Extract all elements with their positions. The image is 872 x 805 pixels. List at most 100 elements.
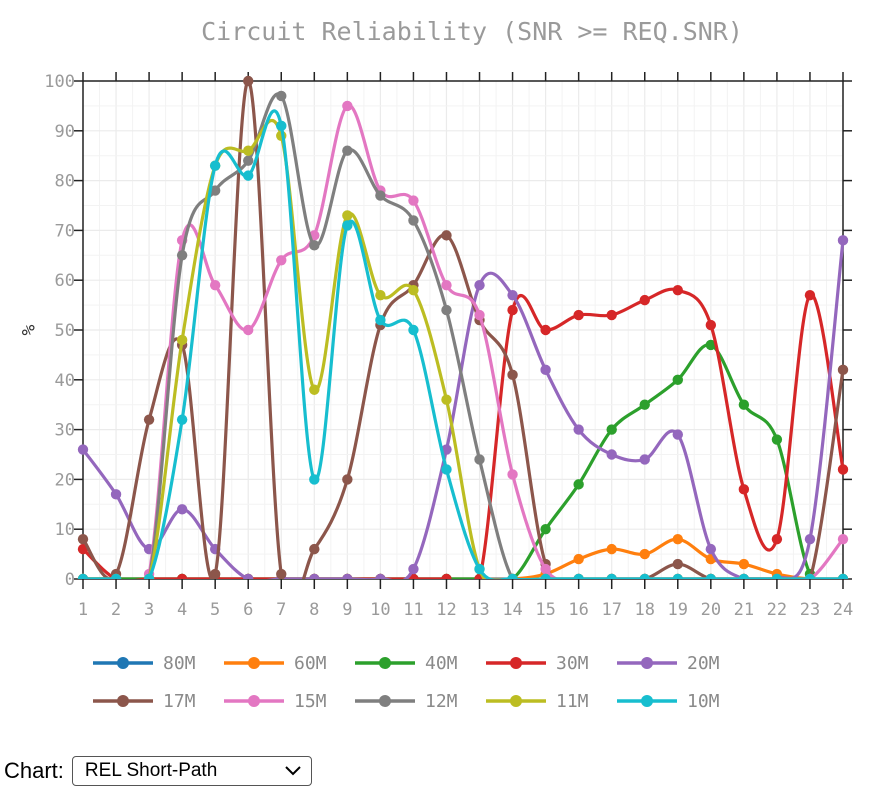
legend-marker <box>379 657 391 669</box>
data-point-40M <box>672 374 683 385</box>
legend-marker <box>248 695 260 707</box>
data-point-10M <box>804 573 816 579</box>
y-tick-label: 80 <box>55 172 75 192</box>
data-point-30M <box>606 309 617 321</box>
data-point-10M <box>705 573 717 579</box>
data-point-10M <box>639 573 650 579</box>
data-point-30M <box>672 284 683 296</box>
data-point-10M <box>507 573 518 579</box>
x-tick-label: 23 <box>800 600 820 620</box>
data-point-15M <box>209 279 221 291</box>
x-tick-label: 19 <box>668 600 688 620</box>
x-tick-label: 5 <box>210 600 220 620</box>
legend-item-12M[interactable]: 12M <box>355 691 458 712</box>
y-tick-label: 40 <box>55 371 75 391</box>
legend-item-20M[interactable]: 20M <box>617 653 720 674</box>
y-tick-label: 100 <box>44 72 75 92</box>
data-point-60M <box>573 553 584 565</box>
data-point-17M <box>672 558 683 570</box>
data-point-20M <box>342 573 353 579</box>
grid <box>82 80 844 580</box>
data-point-30M <box>738 484 750 495</box>
data-point-20M <box>573 424 584 435</box>
legend-label: 17M <box>163 691 196 712</box>
x-tick-label: 13 <box>469 600 489 620</box>
data-point-17M <box>507 369 518 381</box>
data-point-30M <box>837 464 849 475</box>
y-tick-label: 0 <box>65 570 75 590</box>
legend-marker <box>117 695 129 707</box>
data-point-40M <box>771 434 783 445</box>
data-point-10M <box>408 324 419 336</box>
data-point-10M <box>276 120 287 132</box>
data-point-20M <box>408 563 419 575</box>
legend-item-11M[interactable]: 11M <box>486 691 589 712</box>
data-point-12M <box>474 454 485 465</box>
data-point-40M <box>705 339 717 351</box>
data-point-40M <box>540 524 551 535</box>
ticks: 1 2 3 4 5 6 7 8 9 10 11 12 13 14 15 16 17 18 19 20 21 22 23 240… <box>44 72 853 620</box>
data-point-40M <box>573 479 584 490</box>
y-tick-label: 30 <box>55 421 75 441</box>
x-tick-label: 12 <box>436 600 456 620</box>
legend-marker <box>510 695 522 707</box>
data-point-12M <box>243 155 254 166</box>
data-point-30M <box>639 294 650 306</box>
data-point-30M <box>771 533 783 545</box>
data-point-12M <box>375 190 386 201</box>
data-point-20M <box>375 573 386 579</box>
data-point-15M <box>837 533 849 545</box>
data-point-60M <box>606 543 617 555</box>
data-point-17M <box>309 543 320 555</box>
data-point-10M <box>309 474 320 485</box>
data-point-30M <box>804 289 816 301</box>
legend-marker <box>379 695 391 707</box>
series-lines <box>77 75 849 579</box>
data-point-11M <box>441 394 452 405</box>
legend-label: 11M <box>556 691 589 712</box>
legend-marker <box>641 695 653 707</box>
legend-item-10M[interactable]: 10M <box>617 691 720 712</box>
series-10M <box>77 109 849 579</box>
data-point-10M <box>209 160 221 171</box>
legend-label: 20M <box>687 653 720 674</box>
data-point-12M <box>309 240 320 251</box>
data-point-10M <box>342 220 353 231</box>
data-point-15M <box>243 324 254 336</box>
legend-item-80M[interactable]: 80M <box>93 653 196 674</box>
x-tick-label: 15 <box>535 600 555 620</box>
legend-item-30M[interactable]: 30M <box>486 653 589 674</box>
legend-item-17M[interactable]: 17M <box>93 691 196 712</box>
x-tick-label: 11 <box>403 600 423 620</box>
legend-item-15M[interactable]: 15M <box>224 691 327 712</box>
data-point-40M <box>738 399 750 410</box>
x-tick-label: 22 <box>767 600 787 620</box>
data-point-20M <box>672 429 683 440</box>
x-tick-label: 17 <box>601 600 621 620</box>
chart-select-value: REL Short-Path <box>84 760 218 781</box>
x-tick-label: 16 <box>568 600 588 620</box>
data-point-17M <box>441 230 452 241</box>
legend-marker <box>248 657 260 669</box>
x-tick-label: 14 <box>502 600 522 620</box>
data-point-30M <box>507 304 518 316</box>
data-point-10M <box>77 573 89 579</box>
data-point-12M <box>276 90 287 102</box>
legend[interactable]: 80M 60M 40M 30M 20M 17M 15M 12M 11M 10M <box>93 653 720 712</box>
data-point-40M <box>639 399 650 410</box>
x-tick-label: 24 <box>833 600 853 620</box>
x-tick-label: 6 <box>243 600 253 620</box>
data-point-30M <box>441 573 452 579</box>
y-axis-label: % <box>17 325 38 336</box>
legend-item-60M[interactable]: 60M <box>224 653 327 674</box>
data-point-17M <box>209 568 221 579</box>
chart-select[interactable]: REL Short-Path <box>71 756 312 786</box>
data-point-15M <box>540 563 551 575</box>
y-tick-label: 20 <box>55 470 75 490</box>
legend-item-40M[interactable]: 40M <box>355 653 458 674</box>
data-point-20M <box>540 364 551 376</box>
data-point-11M <box>408 284 419 296</box>
data-point-30M <box>176 573 188 579</box>
x-tick-label: 8 <box>309 600 319 620</box>
